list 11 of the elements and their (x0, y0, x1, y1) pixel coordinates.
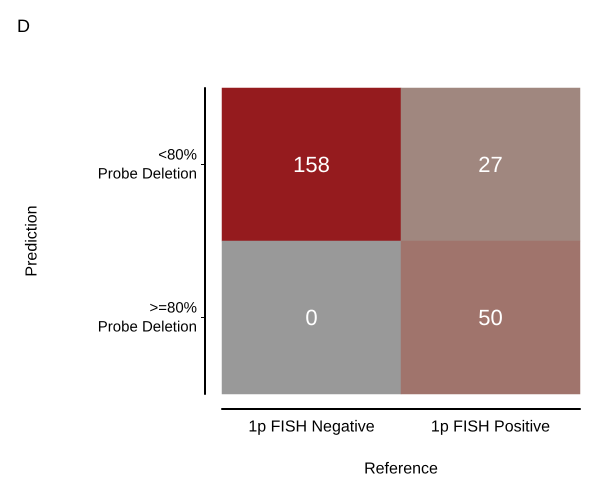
x-axis-title: Reference (364, 460, 438, 478)
text: D (17, 16, 30, 36)
data-label: 50 (478, 305, 503, 330)
x-tick-label: 1p FISH Negative (248, 418, 375, 436)
x-tick-label: 1p FISH Positive (430, 418, 550, 436)
data-label: 27 (478, 152, 503, 177)
y-axis-title: Prediction (24, 205, 40, 277)
data-label: 158 (293, 152, 330, 177)
y-tick-label: >=80% Probe Deletion (98, 300, 197, 336)
data-label: 0 (305, 305, 318, 330)
y-tick-label: <80% Probe Deletion (98, 146, 197, 182)
